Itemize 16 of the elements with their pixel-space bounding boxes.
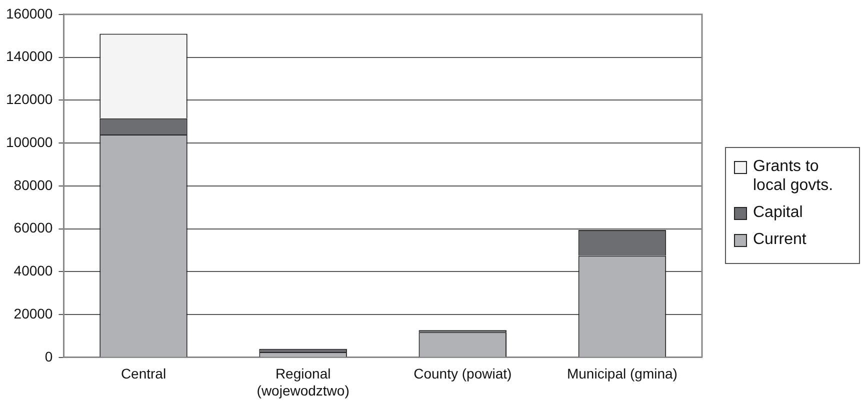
y-tick-label: 20000 (14, 305, 53, 322)
y-tick-label: 40000 (14, 262, 53, 279)
y-tick-label: 140000 (6, 48, 53, 64)
y-tick-label: 120000 (6, 91, 53, 108)
y-tick-label: 0 (44, 348, 53, 364)
legend-label: Capital (753, 203, 803, 222)
text: Grants to local govts. (753, 157, 834, 195)
x-tick-label: Central (120, 366, 166, 382)
x-tick-label: Regional (wojewodztwo) (256, 366, 350, 398)
y-tick-label: 60000 (14, 220, 53, 236)
y-tick-label: 160000 (6, 5, 53, 22)
x-tick-label: Municipal (gmina) (566, 366, 678, 382)
y-tick-label: 100000 (6, 134, 53, 150)
y-tick-label: 80000 (14, 176, 53, 193)
legend-label: Current (753, 230, 806, 249)
x-tick-label: County (powiat) (414, 366, 512, 382)
